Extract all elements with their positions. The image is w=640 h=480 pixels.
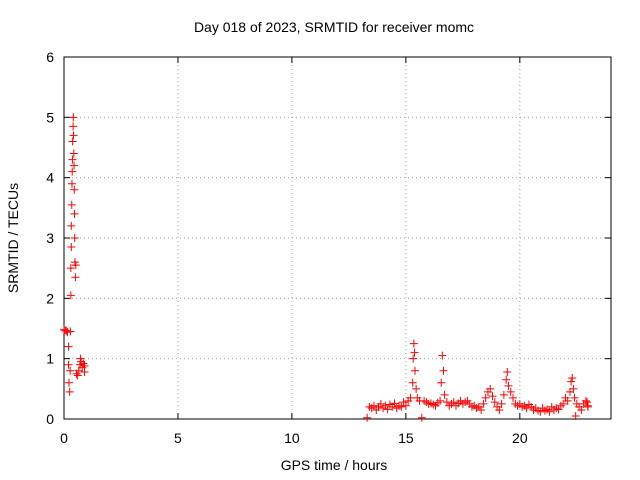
data-point [488,392,497,401]
y-tick-label: 3 [46,230,54,246]
data-point [581,396,590,405]
data-point [64,360,73,369]
data-point [568,373,577,382]
data-point [69,131,78,140]
data-point [481,393,490,402]
data-point [436,396,445,405]
x-tick-label: 20 [512,430,528,446]
x-axis-label: GPS time / hours [281,457,388,473]
data-point [67,179,76,188]
data-point [66,366,75,375]
data-point [70,209,79,218]
data-point [479,399,488,408]
data-point [502,375,511,384]
data-point [417,413,426,422]
y-tick-label: 1 [46,351,54,367]
data-point [69,149,78,158]
x-tick-label: 10 [284,430,300,446]
data-point [68,167,77,176]
data-point [504,381,513,390]
data-point [577,405,586,414]
data-point [65,378,74,387]
data-point [363,413,372,422]
data-point [506,387,515,396]
y-tick-label: 6 [46,49,54,65]
data-point [438,351,447,360]
data-marks [60,113,592,422]
data-point [68,137,77,146]
data-point [495,405,504,414]
x-tick-label: 15 [398,430,414,446]
data-point [70,161,79,170]
data-point [437,378,446,387]
data-point [69,122,78,131]
y-tick-label: 5 [46,109,54,125]
data-point [545,407,554,416]
data-point [68,155,77,164]
data-point [440,390,449,399]
data-point [571,411,580,420]
x-tick-label: 0 [60,430,68,446]
data-point [508,393,517,402]
data-point [67,221,76,230]
data-point [477,405,486,414]
data-point [583,402,592,411]
data-point [70,185,79,194]
data-point [559,399,568,408]
y-axis-label: SRMTID / TECUs [5,183,21,293]
data-point [64,342,73,351]
data-point [503,367,512,376]
data-point [410,348,419,357]
data-point [65,387,74,396]
data-point [408,378,417,387]
data-point [397,402,406,411]
y-tick-label: 0 [46,411,54,427]
data-point [73,371,82,380]
data-point [66,264,75,273]
data-point [439,366,448,375]
y-tick-label: 4 [46,170,54,186]
data-point [66,291,75,300]
data-point [569,384,578,393]
data-point [401,401,410,410]
grid [64,57,611,419]
data-point [497,399,506,408]
data-point [376,399,385,408]
data-point [70,234,79,242]
data-point [62,326,71,335]
data-point [369,401,378,410]
data-point [409,339,418,348]
chart-title: Day 018 of 2023, SRMTID for receiver mom… [194,19,474,35]
data-point [71,261,80,270]
axis-ticks: 0 5 10 15 20 0 1 2 3 4 5 6 [46,49,611,446]
x-tick-label: 5 [174,430,182,446]
y-tick-label: 2 [46,290,54,306]
data-point [409,354,418,363]
data-point [71,273,80,282]
data-point [67,200,76,209]
data-point [486,384,495,393]
data-point [567,377,576,386]
data-point [490,398,499,407]
data-point [80,367,89,376]
data-point [583,398,592,407]
data-point [499,390,508,399]
data-point [563,396,572,405]
data-point [69,113,78,122]
data-point [570,393,579,402]
data-point [67,243,76,252]
data-point [66,327,75,336]
data-point [410,366,419,375]
data-point [390,399,399,408]
data-point [412,384,421,393]
data-point [383,405,392,414]
data-point [406,393,415,402]
